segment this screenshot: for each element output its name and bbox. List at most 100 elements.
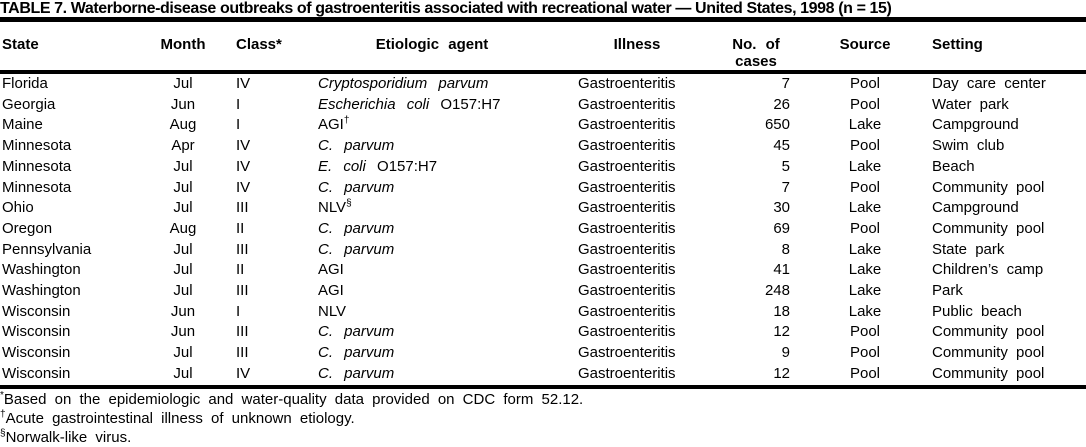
illness-cell: Gastroenteritis <box>578 323 676 341</box>
setting-cell: Public beach <box>932 302 1022 320</box>
illness-cell: Gastroenteritis <box>578 240 676 258</box>
state-cell: Florida <box>2 75 48 92</box>
table-title: TABLE 7. Waterborne-disease outbreaks of… <box>0 0 1086 22</box>
agent-name-plain: AGI <box>318 116 344 134</box>
table-row: Washington Jul III AGI Gastroenteritis 248 Lak… <box>0 281 1086 302</box>
cases-cell: 12 <box>773 323 790 341</box>
cases-cell: 9 <box>781 344 790 362</box>
setting-cell: Campground <box>932 116 1019 134</box>
etiologic-agent-cell: NLV <box>301 302 563 323</box>
etiologic-agent-cell: NLV§ <box>301 198 563 219</box>
cases-cell: 26 <box>773 95 790 113</box>
setting-cell: Day care center <box>932 75 1046 92</box>
month-cell: Jul <box>173 282 193 300</box>
cases-cell: 45 <box>773 137 790 155</box>
source-cell: Lake <box>848 116 882 134</box>
setting-cell: Swim club <box>932 137 1005 155</box>
col-header-class: Class* <box>216 22 301 74</box>
class-cell: II <box>236 219 245 237</box>
cases-cell: 650 <box>764 116 790 134</box>
setting-cell: State park <box>932 240 1005 258</box>
illness-cell: Gastroenteritis <box>578 302 676 320</box>
source-cell: Pool <box>849 95 881 113</box>
illness-cell: Gastroenteritis <box>578 364 676 382</box>
source-cell: Pool <box>849 323 881 341</box>
class-cell: IV <box>236 364 251 382</box>
class-cell: III <box>236 344 249 362</box>
class-cell: IV <box>236 157 251 175</box>
setting-cell: Community pool <box>932 344 1045 362</box>
state-cell: Wisconsin <box>2 364 71 382</box>
agent-name-italic: C. parvum <box>318 219 395 237</box>
state-cell: Wisconsin <box>2 344 71 362</box>
state-cell: Washington <box>2 282 81 300</box>
illness-cell: Gastroenteritis <box>578 116 676 134</box>
setting-cell: Community pool <box>932 178 1045 196</box>
etiologic-agent-cell: C. parvum <box>301 343 563 364</box>
table-row: Oregon Aug II C. parvum Gastroenteritis 69 Poo… <box>0 219 1086 240</box>
table-row: Minnesota Jul IV E. coli O157:H7 Gastroenter… <box>0 157 1086 178</box>
illness-cell: Gastroenteritis <box>578 75 676 92</box>
illness-cell: Gastroenteritis <box>578 199 676 217</box>
month-cell: Jul <box>173 364 193 382</box>
agent-name-italic: Cryptosporidium parvum <box>318 75 489 92</box>
footnote-symbol: † <box>0 408 6 420</box>
table-row: Florida Jul IV Cryptosporidium parvum Gastro… <box>0 72 1086 95</box>
table-row: Georgia Jun I Escherichia coli O157:H7 Gastr… <box>0 95 1086 116</box>
etiologic-agent-cell: AGI† <box>301 115 563 136</box>
month-cell: Jul <box>173 344 193 362</box>
agent-name-italic: C. parvum <box>318 344 395 362</box>
source-cell: Lake <box>848 240 882 258</box>
class-cell: I <box>236 116 241 134</box>
month-cell: Jul <box>173 240 193 258</box>
col-header-etiologic-agent: Etiologic agent <box>301 22 563 74</box>
setting-cell: Community pool <box>932 364 1045 382</box>
table-row: Minnesota Jul IV C. parvum Gastroenteritis 7 P… <box>0 178 1086 199</box>
illness-cell: Gastroenteritis <box>578 219 676 237</box>
class-cell: III <box>236 323 249 341</box>
state-cell: Minnesota <box>2 157 72 175</box>
agent-name-italic: C. parvum <box>318 323 395 341</box>
illness-cell: Gastroenteritis <box>578 261 676 279</box>
state-cell: Maine <box>2 116 43 134</box>
etiologic-agent-cell: C. parvum <box>301 364 563 385</box>
source-cell: Pool <box>849 137 881 155</box>
agent-name-plain: NLV <box>318 302 347 320</box>
footnote-symbol: § <box>0 427 6 439</box>
table-row: Wisconsin Jul IV C. parvum Gastroenteritis 12… <box>0 364 1086 385</box>
table-row: Wisconsin Jul III C. parvum Gastroenteritis 9… <box>0 343 1086 364</box>
month-cell: Apr <box>171 137 195 155</box>
source-cell: Lake <box>848 261 882 279</box>
state-cell: Ohio <box>2 199 34 217</box>
state-cell: Washington <box>2 261 81 279</box>
table-row: Washington Jul II AGI Gastroenteritis 41 Lake C… <box>0 260 1086 281</box>
source-cell: Lake <box>848 302 882 320</box>
state-cell: Wisconsin <box>2 302 71 320</box>
month-cell: Aug <box>169 116 197 134</box>
agent-name-italic: C. parvum <box>318 240 395 258</box>
etiologic-agent-cell: Cryptosporidium parvum <box>301 72 563 95</box>
source-cell: Pool <box>849 75 881 92</box>
cases-cell: 8 <box>781 240 790 258</box>
agent-name-italic: E. coli <box>318 157 366 175</box>
col-header-month: Month <box>150 22 216 74</box>
col-header-state: State <box>0 22 150 74</box>
col-header-source: Source <box>801 22 929 74</box>
footnote: §Norwalk-like virus. <box>0 428 1086 447</box>
class-cell: IV <box>236 137 251 155</box>
state-cell: Minnesota <box>2 137 72 155</box>
agent-name-italic: Escherichia coli <box>318 95 430 113</box>
state-cell: Pennsylvania <box>2 240 92 258</box>
setting-cell: Park <box>932 282 963 300</box>
footnote: †Acute gastrointestinal illness of unkno… <box>0 409 1086 428</box>
illness-cell: Gastroenteritis <box>578 178 676 196</box>
source-cell: Pool <box>849 364 881 382</box>
table-row: Wisconsin Jun III C. parvum Gastroenteritis 1… <box>0 322 1086 343</box>
agent-name-plain: AGI <box>318 282 344 300</box>
source-cell: Lake <box>848 157 882 175</box>
month-cell: Aug <box>169 219 197 237</box>
setting-cell: Community pool <box>932 323 1045 341</box>
class-cell: III <box>236 282 249 300</box>
state-cell: Georgia <box>2 95 56 113</box>
